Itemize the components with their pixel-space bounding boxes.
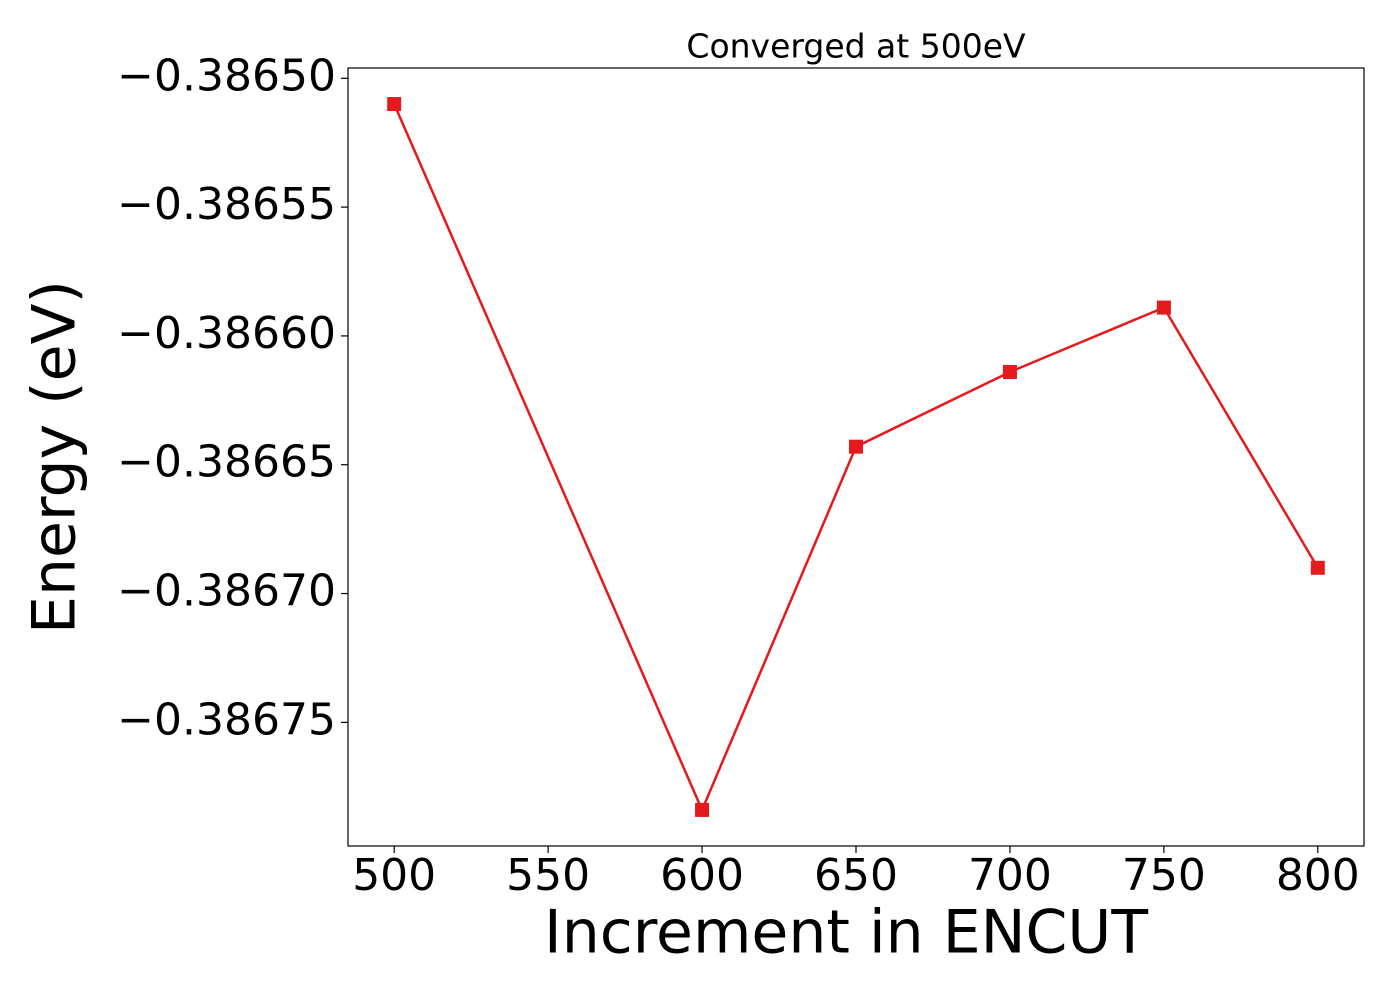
y-tick-label: −0.38665 [117,437,336,488]
y-axis-label: Energy (eV) [20,280,90,634]
data-line [393,103,1319,814]
data-marker [1156,300,1171,315]
data-marker [695,802,710,817]
y-tick-label: −0.38655 [117,179,336,230]
x-tick-label: 600 [660,850,744,901]
data-marker [387,97,402,112]
x-tick-label: 750 [1122,850,1206,901]
y-tick-label: −0.38660 [117,308,336,359]
x-tick-label: 700 [968,850,1052,901]
chart-title: Converged at 500eV [686,27,1026,66]
y-tick-label: −0.38670 [117,566,336,617]
data-marker [1002,364,1017,379]
y-tick-label: −0.38650 [117,50,336,101]
plot-frame [347,67,1365,847]
x-tick-label: 650 [814,850,898,901]
x-tick-label: 800 [1276,850,1360,901]
x-tick-label: 550 [506,850,590,901]
data-marker [849,439,863,454]
y-tick-label: −0.38675 [117,694,336,745]
x-tick-label: 500 [352,850,436,901]
x-axis-label: Increment in ENCUT [544,898,1148,968]
data-marker [1310,560,1325,575]
